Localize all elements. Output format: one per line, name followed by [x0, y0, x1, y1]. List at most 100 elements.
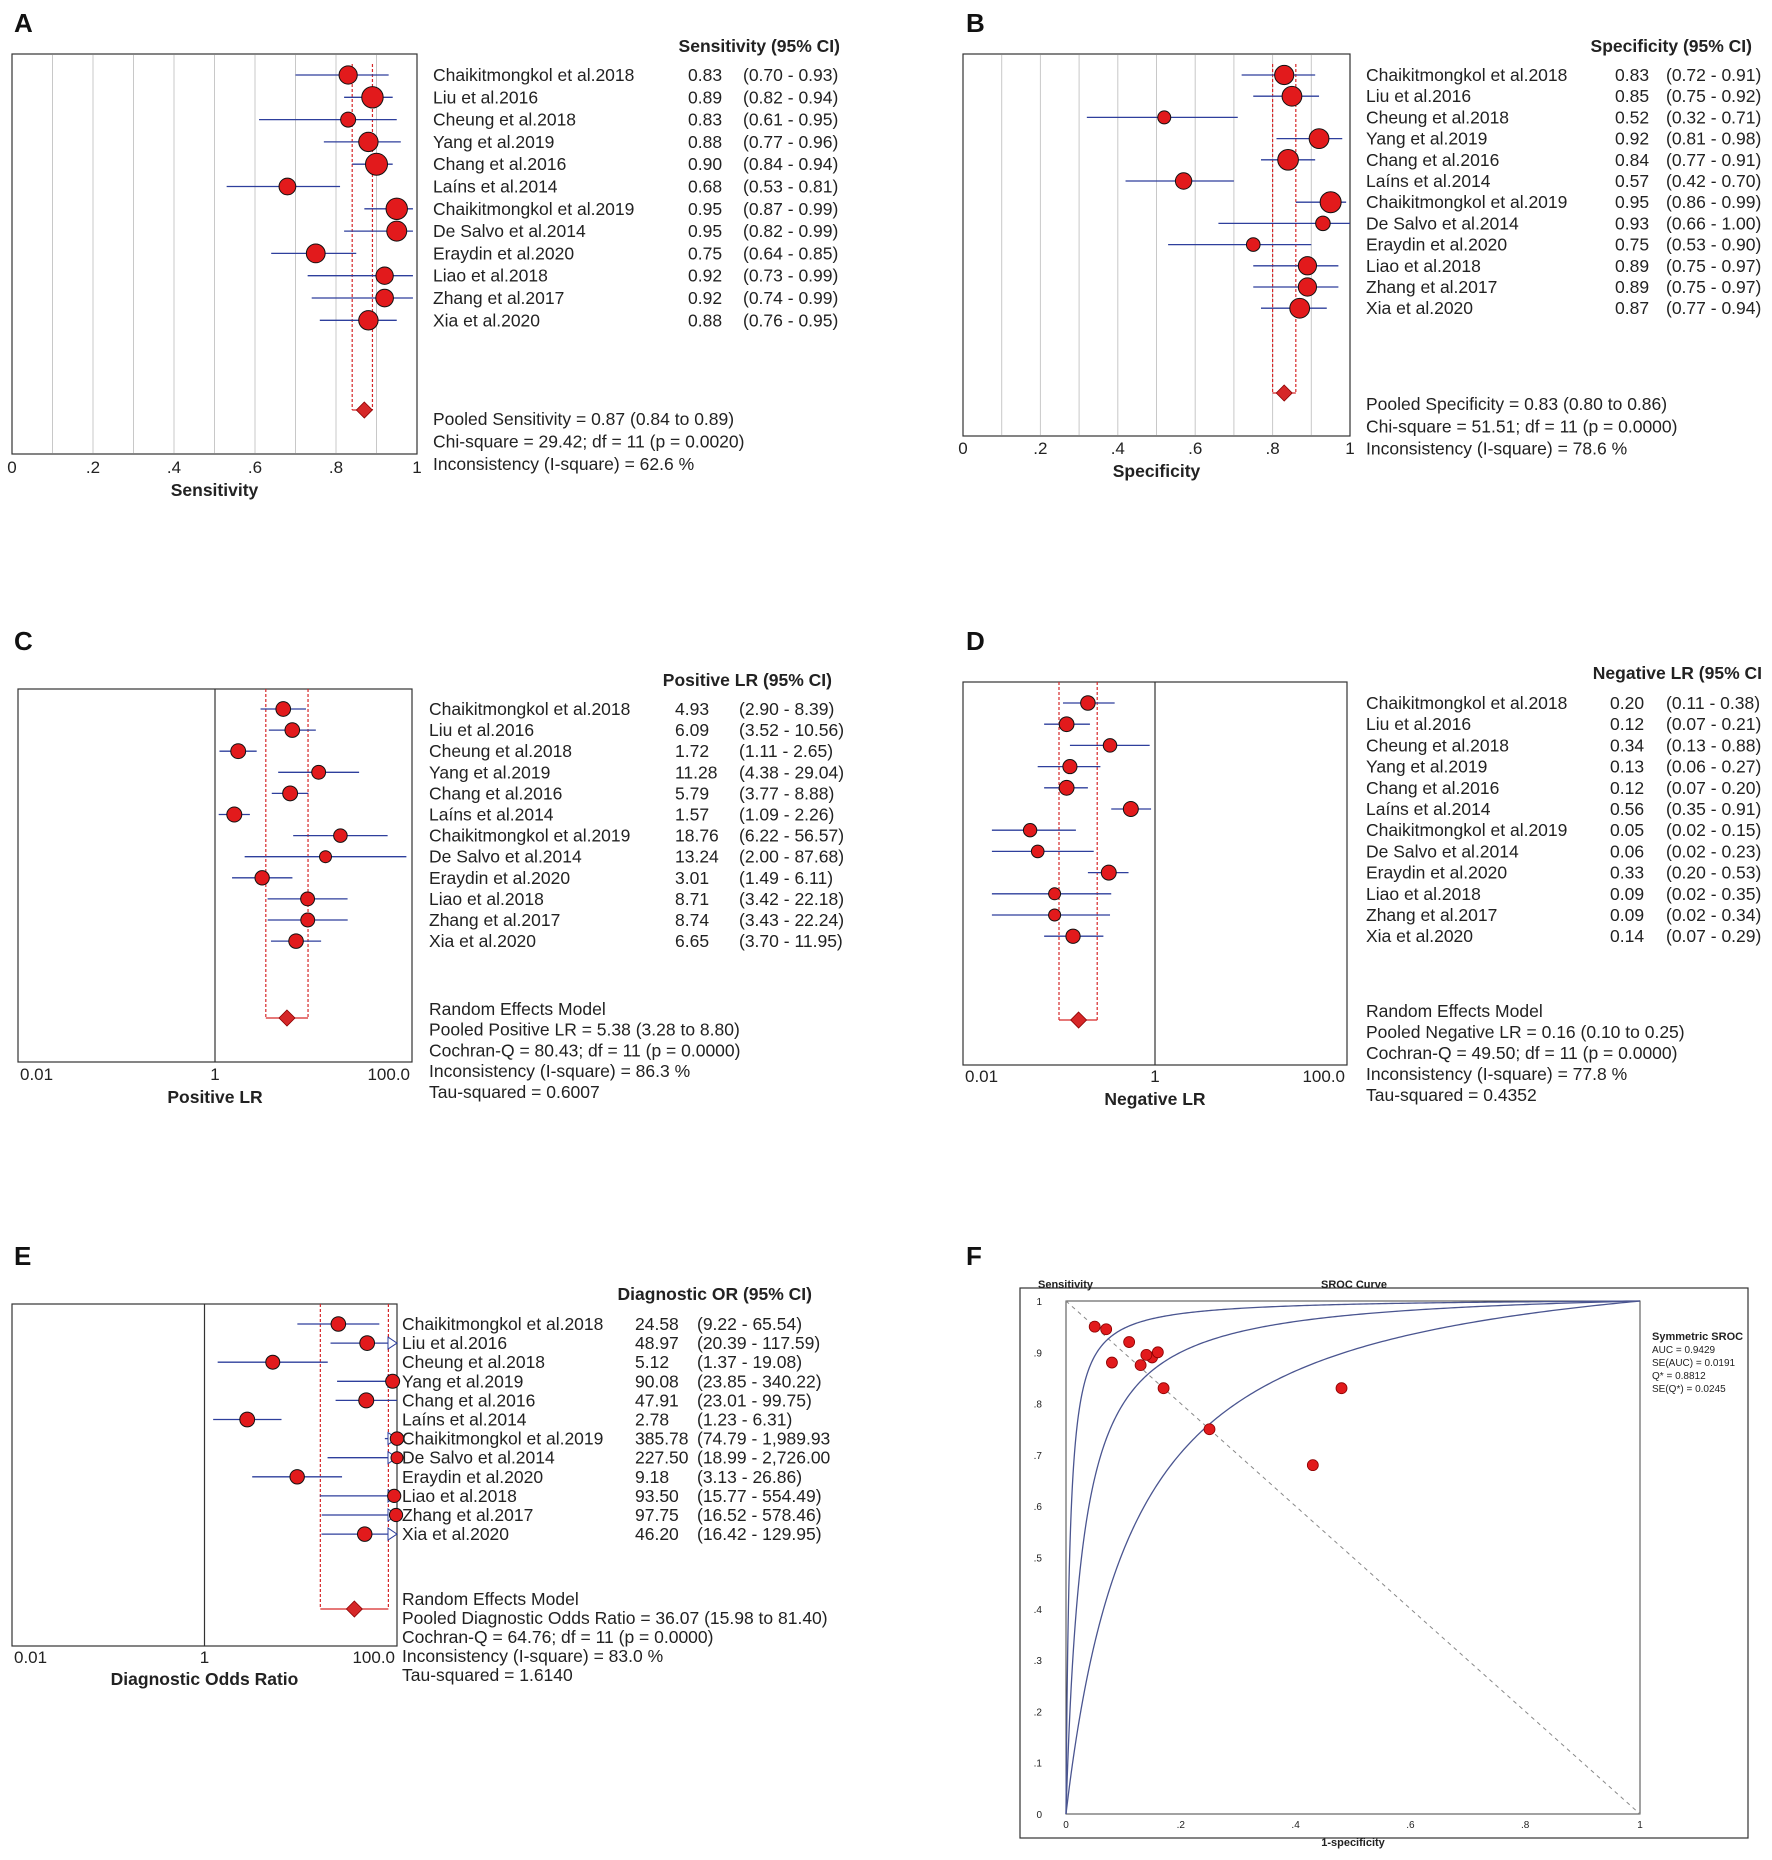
study-name: Chaikitmongkol et al.2019: [1366, 192, 1567, 212]
x-tick-label: .8: [1521, 1820, 1530, 1831]
study-name: Cheung et al.2018: [402, 1352, 545, 1372]
study-estimate: 0.57: [1615, 171, 1649, 191]
study-marker: [1080, 695, 1096, 711]
study-marker: [359, 1335, 376, 1351]
forest-plot-c: Positive LR (95% CI) Chaikitmongkol et al…: [20, 670, 844, 1107]
study-estimate: 0.88: [688, 310, 722, 330]
study-marker: [1058, 779, 1075, 796]
study-ci: (0.64 - 0.85): [743, 243, 838, 263]
study-point: [1134, 1359, 1147, 1372]
study-name: Yang et al.2019: [429, 762, 550, 782]
study-ci: (0.82 - 0.99): [743, 221, 838, 241]
study-ci: (2.00 - 87.68): [739, 847, 844, 867]
study-estimate: 0.92: [688, 288, 722, 308]
study-marker: [338, 65, 358, 85]
x-tick-label: 0: [7, 458, 16, 477]
study-marker: [1297, 277, 1318, 297]
study-ci: (0.06 - 0.27): [1666, 757, 1761, 777]
study-estimate: 0.75: [688, 243, 722, 263]
study-name: Zhang et al.2017: [1366, 905, 1497, 925]
x-tick-label: .2: [86, 458, 100, 477]
study-estimate: 0.95: [1615, 192, 1649, 212]
sroc-plot-f: 0 .2 .4 .6 .8 1 0 .1 .2 .3 .4 .5 .6 .7 .8 .9 1 Sensitivit…: [1034, 1279, 1743, 1849]
study-estimate: 2.78: [635, 1410, 669, 1430]
study-marker: [1122, 801, 1139, 817]
study-estimate: 0.87: [1615, 298, 1649, 318]
study-estimate: 0.06: [1610, 841, 1644, 861]
study-ci: (0.86 - 0.99): [1666, 192, 1761, 212]
study-marker: [1308, 128, 1330, 149]
study-estimate: 0.89: [688, 87, 722, 107]
study-marker: [388, 1507, 404, 1523]
study-marker: [1289, 297, 1311, 319]
x-tick-label: 0: [1063, 1820, 1069, 1831]
study-estimate: 5.12: [635, 1352, 669, 1372]
study-marker: [356, 1526, 373, 1542]
study-marker: [375, 288, 394, 308]
x-tick-label: 0.01: [965, 1067, 998, 1086]
x-tick-label: 100.0: [1302, 1067, 1345, 1086]
study-ci: (16.52 - 578.46): [697, 1505, 822, 1525]
summary-line: Cochran-Q = 49.50; df = 11 (p = 0.0000): [1366, 1043, 1677, 1063]
study-name: Laíns et al.2014: [429, 805, 554, 825]
y-tick-label: .1: [1034, 1759, 1043, 1770]
study-estimate: 48.97: [635, 1333, 679, 1353]
study-ci: (0.66 - 1.00): [1666, 213, 1761, 233]
study-name: Liao et al.2018: [402, 1486, 517, 1506]
study-ci: (0.07 - 0.29): [1666, 926, 1761, 946]
study-estimate: 0.83: [688, 110, 722, 130]
study-marker: [361, 86, 384, 109]
legend-title: Symmetric SROC: [1652, 1331, 1743, 1343]
x-tick-label: 1: [200, 1648, 209, 1667]
study-ci: (3.43 - 22.24): [739, 910, 844, 930]
study-estimate: 9.18: [635, 1467, 669, 1487]
study-estimate: 385.78: [635, 1429, 689, 1449]
forest-plot-b: Specificity (95% CI) Chaikitmongkol et al…: [958, 36, 1761, 481]
study-name: Eraydin et al.2020: [1366, 863, 1507, 883]
study-estimate: 0.34: [1610, 735, 1644, 755]
study-estimate: 1.72: [675, 741, 709, 761]
summary-line: Tau-squared = 0.6007: [429, 1082, 600, 1102]
study-ci: (0.77 - 0.91): [1666, 150, 1761, 170]
summary-line: Tau-squared = 1.6140: [402, 1665, 573, 1685]
study-ci: (15.77 - 554.49): [697, 1486, 822, 1506]
study-ci: (4.38 - 29.04): [739, 762, 844, 782]
study-name: Chang et al.2016: [433, 154, 566, 174]
study-marker: [305, 243, 326, 264]
study-estimate: 4.93: [675, 699, 709, 719]
panel-letter-d: D: [966, 626, 985, 656]
study-name: Chaikitmongkol et al.2018: [429, 699, 630, 719]
x-tick-label: .2: [1033, 439, 1047, 458]
study-ci: (0.13 - 0.88): [1666, 735, 1761, 755]
study-name: Chang et al.2016: [1366, 778, 1499, 798]
sroc-curve: [1065, 1300, 1641, 1814]
study-name: Laíns et al.2014: [1366, 171, 1491, 191]
x-axis-title: Diagnostic Odds Ratio: [111, 1669, 299, 1689]
y-tick-label: .7: [1034, 1451, 1043, 1462]
x-tick-label: 1: [1637, 1820, 1643, 1831]
panel-letter-a: A: [14, 8, 33, 38]
column-header: Sensitivity (95% CI): [679, 36, 840, 56]
forest-plot-d: Negative LR (95% CI Chaikitmongkol et al.…: [965, 663, 1762, 1109]
study-name: Eraydin et al.2020: [433, 243, 574, 263]
study-ci: (1.49 - 6.11): [739, 868, 833, 888]
study-marker: [300, 912, 316, 928]
study-ci: (2.90 - 8.39): [739, 699, 834, 719]
study-ci: (0.32 - 0.71): [1666, 107, 1761, 127]
study-ci: (0.11 - 0.38): [1666, 693, 1760, 713]
study-estimate: 6.65: [675, 931, 709, 951]
study-marker: [289, 1469, 305, 1485]
study-ci: (3.42 - 22.18): [739, 889, 844, 909]
study-name: Liao et al.2018: [433, 266, 548, 286]
study-marker: [1048, 908, 1062, 922]
study-estimate: 97.75: [635, 1505, 679, 1525]
study-ci: (0.20 - 0.53): [1666, 863, 1761, 883]
study-marker: [358, 131, 379, 153]
summary-line: Inconsistency (I-square) = 83.0 %: [402, 1646, 663, 1666]
plot-frame: [11, 53, 418, 455]
study-name: Cheung et al.2018: [433, 110, 576, 130]
study-ci: (1.37 - 19.08): [697, 1352, 802, 1372]
chart-title: SROC Curve: [1321, 1279, 1387, 1291]
study-ci: (0.76 - 0.95): [743, 310, 838, 330]
study-name: Xia et al.2020: [433, 310, 540, 330]
